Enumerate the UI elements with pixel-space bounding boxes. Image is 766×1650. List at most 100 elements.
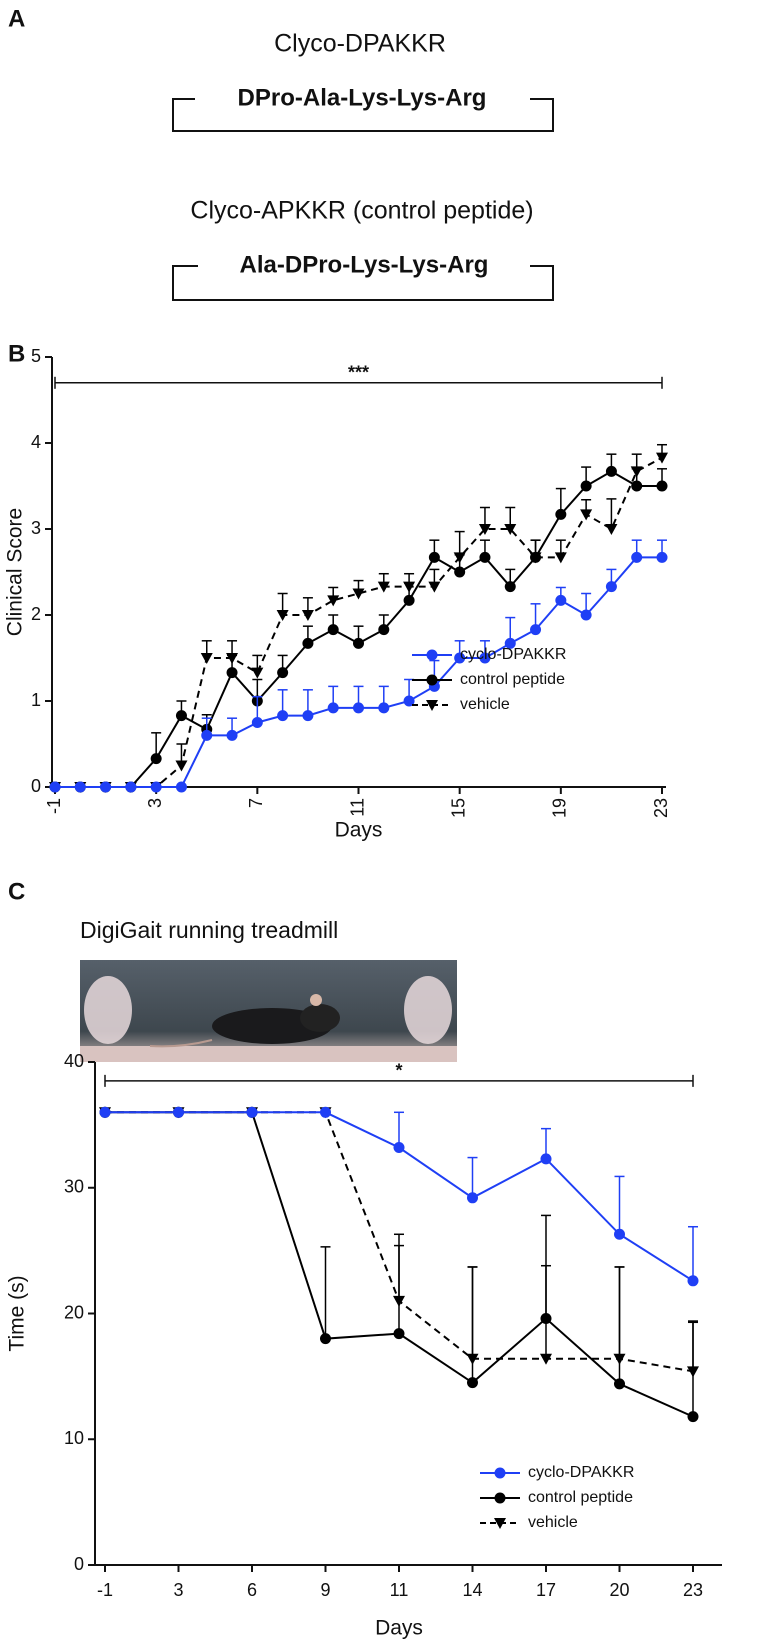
data-marker [200, 653, 213, 664]
chart-title: DigiGait running treadmill [80, 917, 338, 943]
x-tick-label: -1 [97, 1580, 113, 1600]
data-marker [605, 465, 617, 477]
peptide-sequence: Ala-DPro-Lys-Lys-Arg [240, 251, 489, 278]
legend-label: vehicle [460, 696, 510, 713]
data-marker [494, 1492, 506, 1504]
data-marker [504, 524, 517, 535]
x-tick-label: 6 [247, 1580, 257, 1600]
y-tick-label: 5 [31, 346, 41, 366]
data-marker [251, 667, 264, 679]
data-marker [302, 637, 314, 649]
x-tick-label: 3 [145, 798, 165, 808]
data-marker [631, 480, 643, 492]
data-marker [605, 524, 618, 535]
data-marker [377, 581, 390, 593]
data-marker [530, 551, 542, 563]
data-marker [251, 717, 263, 728]
data-marker [656, 452, 668, 464]
data-marker [378, 702, 390, 714]
data-marker [301, 610, 314, 621]
x-axis-title: Days [335, 819, 383, 842]
data-marker [454, 566, 466, 578]
x-tick-label: 9 [320, 1580, 330, 1600]
data-marker [226, 667, 238, 679]
y-axis-title: Clinical Score [4, 508, 27, 636]
data-marker [494, 1518, 506, 1529]
legend-label: cyclo-DPAKKR [460, 646, 566, 663]
data-marker [687, 1275, 699, 1287]
data-marker [479, 652, 491, 664]
y-axis-title: Time (s) [6, 1275, 29, 1351]
data-marker [353, 702, 364, 714]
data-marker [614, 1228, 625, 1240]
data-marker [302, 710, 314, 722]
data-marker [454, 652, 466, 664]
y-tick-label: 0 [31, 776, 41, 796]
data-marker [173, 1106, 184, 1118]
data-marker [494, 1467, 506, 1479]
panel-label: C [8, 878, 25, 905]
data-marker [378, 624, 390, 636]
peptide-name: Clyco-APKKR (control peptide) [190, 197, 533, 225]
significance-label: * [395, 1061, 402, 1081]
data-marker [100, 781, 112, 793]
data-marker [226, 729, 238, 741]
x-tick-label: 11 [390, 1580, 409, 1600]
peptide-name: Clyco-DPAKKR [274, 30, 446, 58]
data-marker [614, 1378, 625, 1390]
x-tick-label: -1 [44, 798, 64, 814]
data-marker [428, 551, 440, 563]
data-marker [554, 552, 567, 564]
data-marker [426, 700, 438, 711]
data-marker [479, 551, 491, 563]
data-marker [540, 1153, 552, 1165]
data-marker [393, 1142, 405, 1154]
data-marker [150, 781, 162, 793]
panel-label: A [8, 5, 25, 32]
data-marker [540, 1313, 552, 1325]
data-marker [504, 637, 516, 649]
data-marker [277, 667, 289, 679]
data-marker [320, 1333, 331, 1345]
data-marker [540, 1353, 552, 1365]
y-tick-label: 2 [31, 604, 41, 624]
x-tick-label: 20 [609, 1580, 629, 1600]
data-marker [555, 594, 567, 606]
data-marker [504, 581, 516, 593]
data-marker [327, 595, 340, 607]
data-marker [393, 1328, 405, 1340]
y-tick-label: 1 [31, 690, 41, 710]
y-tick-label: 20 [64, 1302, 84, 1322]
y-tick-label: 4 [31, 432, 41, 452]
data-marker [320, 1106, 331, 1118]
data-marker [467, 1192, 478, 1204]
data-marker [201, 729, 213, 741]
data-marker [580, 609, 592, 621]
data-marker [580, 480, 592, 492]
peptide-sequence: DPro-Ala-Lys-Lys-Arg [238, 84, 487, 111]
data-marker [467, 1377, 478, 1389]
data-marker [605, 581, 617, 593]
data-marker [656, 551, 668, 563]
x-tick-label: 17 [536, 1580, 556, 1600]
data-marker [99, 1106, 111, 1118]
data-marker [403, 695, 415, 707]
y-tick-label: 30 [64, 1177, 84, 1197]
x-tick-label: 15 [448, 798, 468, 818]
x-tick-label: 11 [347, 798, 367, 817]
data-marker [403, 594, 415, 606]
data-marker [246, 1106, 258, 1118]
y-tick-label: 10 [64, 1428, 84, 1448]
data-marker [277, 710, 289, 722]
data-marker [125, 781, 137, 793]
data-marker [327, 624, 339, 636]
data-marker [426, 649, 438, 661]
cyclic-bracket [172, 265, 554, 301]
significance-label: *** [348, 363, 369, 383]
legend-label: control peptide [460, 671, 565, 688]
x-tick-label: 7 [246, 798, 266, 808]
data-marker [175, 781, 187, 793]
x-tick-label: 14 [462, 1580, 482, 1600]
x-axis-title: Days [375, 1617, 423, 1640]
